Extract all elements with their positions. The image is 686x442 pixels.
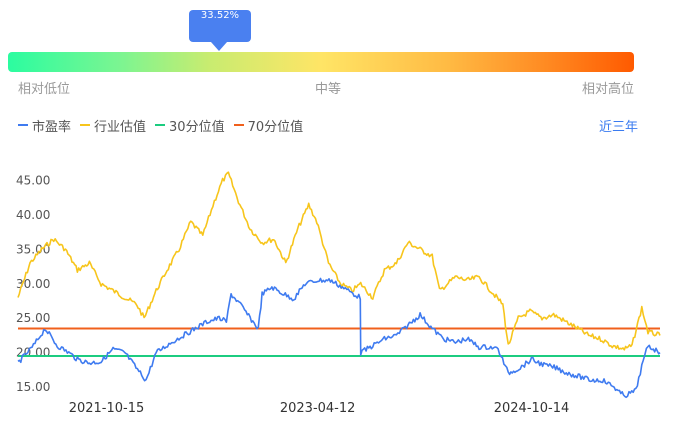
legend-item-p30[interactable]: 30分位值 bbox=[155, 116, 225, 135]
legend-label-p70: 70分位值 bbox=[247, 119, 304, 135]
legend-label-industry: 行业估值 bbox=[94, 119, 147, 135]
gauge-mid-label: 中等 bbox=[315, 82, 342, 97]
legend-label-pe: 市盈率 bbox=[32, 119, 72, 135]
legend-swatch-p30 bbox=[155, 123, 166, 127]
series-lines bbox=[17, 171, 661, 399]
x-tick-label: 2021-10-15 bbox=[69, 401, 145, 416]
x-axis-ticks: 2021-10-15 2023-04-12 2024-10-14 bbox=[69, 401, 570, 416]
y-tick-label: 15.00 bbox=[16, 380, 50, 394]
chart-legend: 市盈率 行业估值 30分位值 70分位值 bbox=[18, 116, 312, 135]
percentile-bubble: 33.52% bbox=[189, 10, 251, 51]
y-tick-label: 45.00 bbox=[16, 174, 50, 188]
time-range-selector[interactable]: 近三年 bbox=[599, 120, 639, 135]
gauge-high-label: 相对高位 bbox=[582, 82, 635, 97]
gauge-low-label: 相对低位 bbox=[18, 82, 71, 97]
legend-swatch-pe bbox=[18, 123, 28, 127]
x-tick-label: 2023-04-12 bbox=[280, 401, 356, 416]
legend-swatch-p70 bbox=[233, 123, 244, 127]
series-line-pe bbox=[17, 277, 661, 399]
x-tick-label: 2024-10-14 bbox=[494, 401, 570, 416]
legend-swatch-industry bbox=[80, 123, 91, 127]
valuation-gauge: 33.52% 相对低位 中等 相对高位 bbox=[0, 0, 686, 100]
legend-item-industry[interactable]: 行业估值 bbox=[80, 116, 146, 135]
y-tick-label: 35.00 bbox=[16, 242, 50, 256]
legend-label-p30: 30分位值 bbox=[169, 119, 225, 135]
gauge-gradient-bar bbox=[8, 52, 634, 72]
legend-item-p70[interactable]: 70分位值 bbox=[233, 116, 304, 135]
percentile-label: 33.52% bbox=[200, 10, 240, 21]
y-tick-label: 40.00 bbox=[16, 208, 50, 222]
series-line-industry bbox=[17, 171, 661, 351]
y-tick-label: 25.00 bbox=[16, 311, 50, 325]
legend-item-pe[interactable]: 市盈率 bbox=[18, 116, 71, 135]
